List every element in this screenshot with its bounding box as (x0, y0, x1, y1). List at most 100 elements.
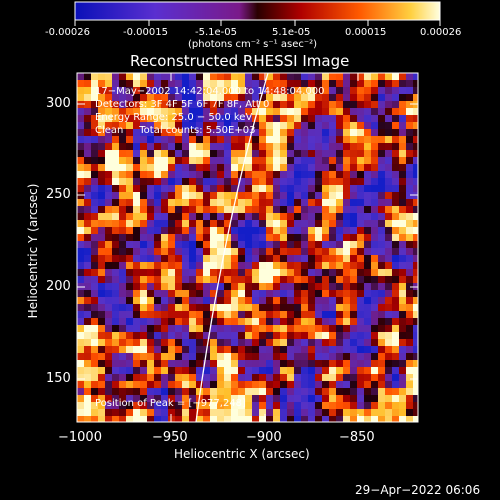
heatmap-cell (336, 353, 344, 361)
heatmap-cell (406, 150, 414, 158)
heatmap-cell (266, 206, 274, 214)
heatmap-cell (119, 304, 127, 312)
heatmap-cell (224, 94, 232, 102)
heatmap-cell (259, 143, 267, 151)
heatmap-cell (350, 311, 358, 319)
heatmap-cell (399, 381, 407, 389)
heatmap-cell (364, 192, 372, 200)
heatmap-cell (406, 171, 414, 179)
heatmap-cell (217, 409, 225, 417)
heatmap-cell (294, 255, 302, 263)
heatmap-cell (196, 227, 204, 235)
heatmap-cell (350, 318, 358, 326)
heatmap-cell (126, 262, 134, 270)
heatmap-cell (280, 395, 288, 403)
heatmap-cell (329, 248, 337, 256)
heatmap-cell (315, 157, 323, 165)
heatmap-cell (210, 73, 218, 81)
heatmap-cell (301, 94, 309, 102)
heatmap-cell (364, 283, 372, 291)
heatmap-cell (357, 325, 365, 333)
heatmap-cell (182, 150, 190, 158)
heatmap-cell (231, 416, 239, 422)
heatmap-cell (406, 381, 414, 389)
heatmap-cell (336, 297, 344, 305)
heatmap-cell (259, 269, 267, 277)
heatmap-cell (112, 199, 120, 207)
heatmap-cell (252, 353, 260, 361)
heatmap-cell (273, 171, 281, 179)
heatmap-cell (329, 276, 337, 284)
heatmap-cell (406, 339, 414, 347)
heatmap-cell (182, 94, 190, 102)
heatmap-cell (161, 136, 169, 144)
heatmap-cell (385, 199, 393, 207)
heatmap-cell (182, 220, 190, 228)
heatmap-cell (210, 353, 218, 361)
heatmap-cell (168, 360, 176, 368)
heatmap-cell (203, 290, 211, 298)
heatmap-cell (210, 416, 218, 422)
heatmap-cell (301, 353, 309, 361)
heatmap-cell (392, 73, 400, 81)
heatmap-cell (168, 353, 176, 361)
heatmap-cell (112, 262, 120, 270)
heatmap-cell (196, 360, 204, 368)
plot-title: Reconstructed RHESSI Image (130, 52, 350, 70)
heatmap-cell (406, 416, 414, 422)
heatmap-cell (133, 73, 141, 81)
heatmap-cell (203, 360, 211, 368)
heatmap-cell (385, 206, 393, 214)
heatmap-cell (105, 150, 113, 158)
heatmap-cell (308, 87, 316, 95)
heatmap-cell (273, 318, 281, 326)
heatmap-cell (119, 367, 127, 375)
heatmap-cell (413, 297, 418, 305)
heatmap-cell (84, 101, 92, 109)
heatmap-cell (378, 297, 386, 305)
heatmap-cell (168, 94, 176, 102)
heatmap-cell (343, 87, 351, 95)
heatmap-cell (154, 80, 162, 88)
heatmap-cell (168, 199, 176, 207)
heatmap-cell (77, 332, 85, 340)
heatmap-cell (133, 164, 141, 172)
heatmap-cell (105, 227, 113, 235)
heatmap-cell (98, 108, 106, 116)
heatmap-cell (294, 94, 302, 102)
heatmap-cell (336, 416, 344, 422)
heatmap-cell (322, 367, 330, 375)
heatmap-cell (378, 220, 386, 228)
heatmap-cell (364, 402, 372, 410)
heatmap-cell (231, 213, 239, 221)
heatmap-cell (245, 157, 253, 165)
heatmap-cell (315, 115, 323, 123)
heatmap-cell (322, 325, 330, 333)
heatmap-cell (399, 192, 407, 200)
heatmap-cell (266, 276, 274, 284)
heatmap-cell (147, 416, 155, 422)
heatmap-cell (161, 311, 169, 319)
heatmap-cell (126, 150, 134, 158)
heatmap-cell (161, 283, 169, 291)
heatmap-cell (196, 80, 204, 88)
heatmap-cell (119, 94, 127, 102)
heatmap-cell (224, 185, 232, 193)
heatmap-cell (245, 101, 253, 109)
heatmap-cell (343, 367, 351, 375)
heatmap-cell (105, 143, 113, 151)
heatmap-cell (294, 402, 302, 410)
heatmap-cell (210, 276, 218, 284)
heatmap-cell (140, 409, 148, 417)
heatmap-cell (329, 367, 337, 375)
heatmap-cell (350, 409, 358, 417)
heatmap-cell (161, 143, 169, 151)
heatmap-cell (161, 416, 169, 422)
heatmap-cell (336, 388, 344, 396)
heatmap-cell (413, 290, 418, 298)
heatmap-cell (357, 171, 365, 179)
heatmap-cell (147, 234, 155, 242)
heatmap-cell (224, 283, 232, 291)
heatmap-cell (392, 262, 400, 270)
heatmap-cell (147, 87, 155, 95)
